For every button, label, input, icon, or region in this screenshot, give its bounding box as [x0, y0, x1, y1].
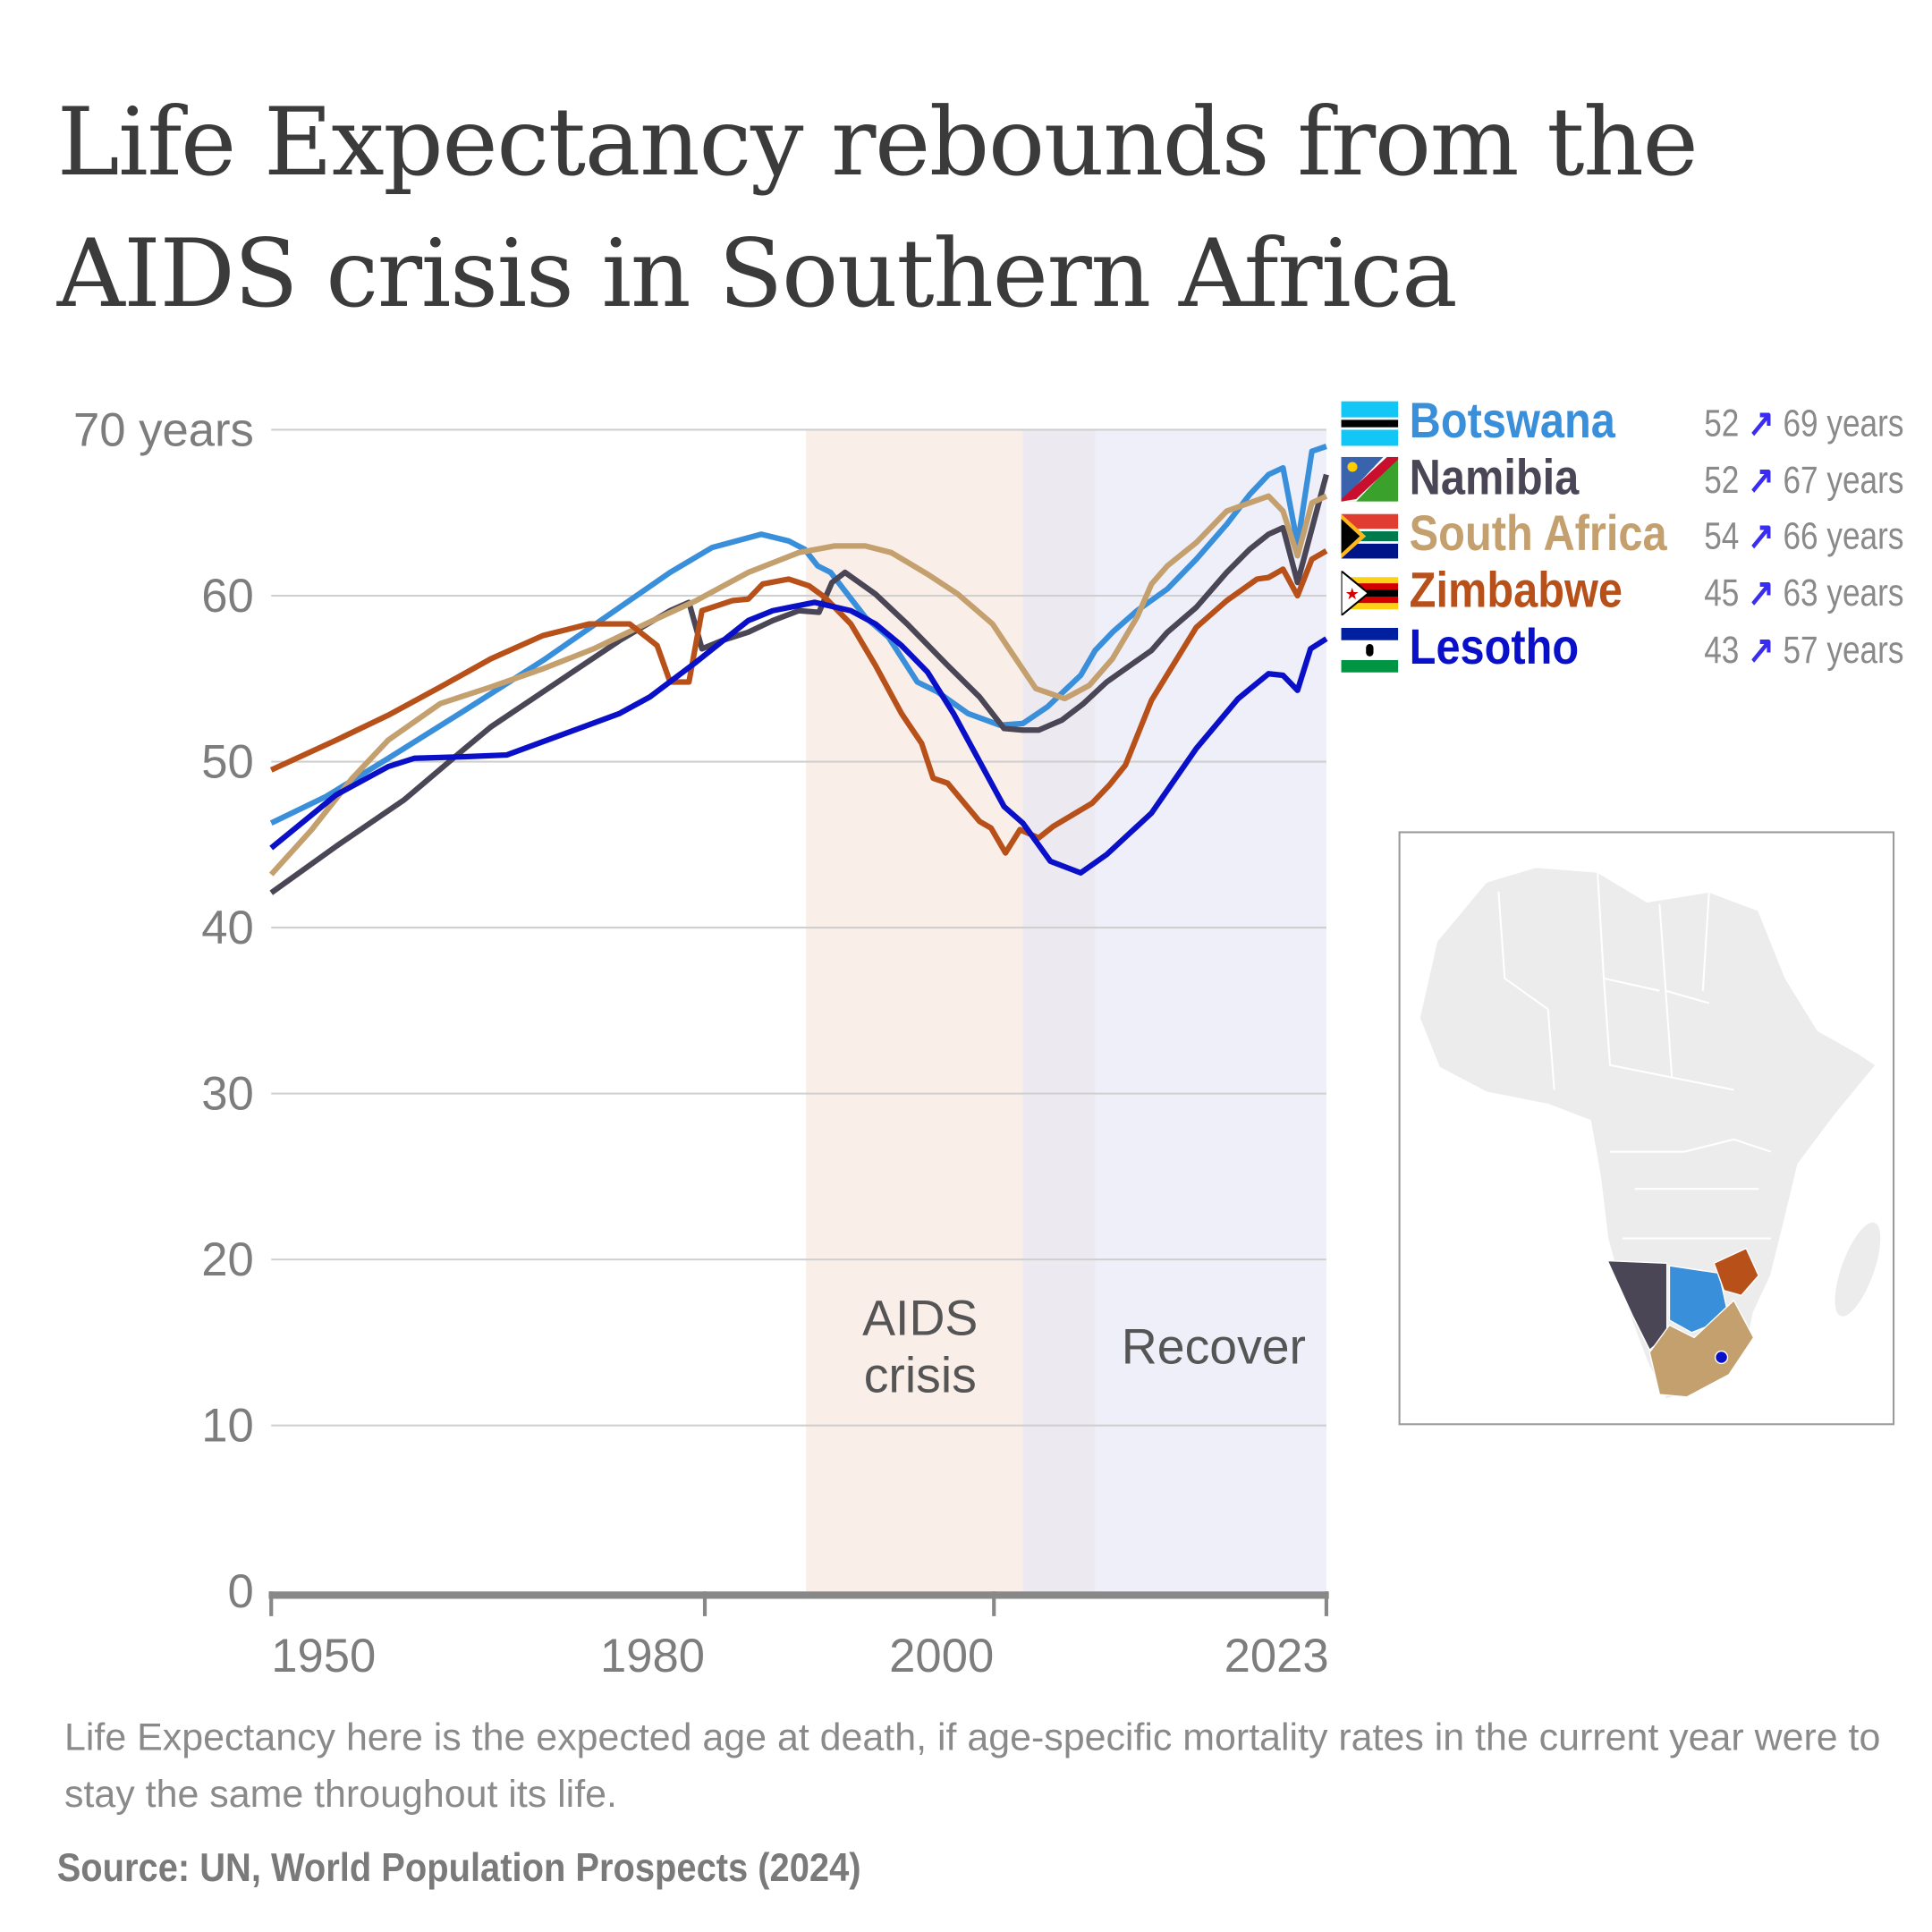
title-line-1: Life Expectancy rebounds from the	[56, 86, 1699, 198]
gridlines	[271, 428, 1326, 1427]
series-line-south-africa	[268, 493, 1328, 877]
africa-map	[1398, 831, 1895, 1426]
footnote: Life Expectancy here is the expected age…	[64, 1715, 1881, 1816]
legend-label-zimbabwe: Zimbabwe	[1409, 563, 1623, 618]
legend-change: 52 ↗ 69 years	[1704, 402, 1903, 446]
title-line-2: AIDS crisis in Southern Africa	[56, 217, 1458, 328]
x-axis	[268, 1591, 1329, 1616]
to-value: 63 years	[1783, 571, 1904, 614]
from-value: 52	[1704, 401, 1740, 445]
svg-text:★: ★	[1345, 585, 1360, 603]
legend-change: 45 ↗ 63 years	[1704, 571, 1903, 615]
legend-label-south-africa: South Africa	[1409, 506, 1667, 562]
x-tick-label: 1950	[271, 1630, 376, 1682]
y-tick-label: 40	[201, 902, 254, 954]
country-borders	[1497, 873, 1772, 1240]
source-citation: Source: UN, World Population Prospects (…	[56, 1845, 861, 1890]
arrow-up-right-icon: ↗	[1748, 458, 1775, 502]
series-lines	[268, 444, 1329, 895]
namibia-flag-icon	[1341, 456, 1399, 502]
x-tick-label: 1980	[600, 1630, 705, 1682]
series-line-namibia	[269, 473, 1329, 895]
region-band-1	[1022, 429, 1326, 1592]
legend-change: 54 ↗ 66 years	[1704, 514, 1903, 559]
arrow-up-right-icon: ↗	[1748, 513, 1775, 558]
legend-change: 43 ↗ 57 years	[1704, 628, 1903, 673]
south-africa-flag-icon	[1341, 513, 1399, 559]
to-value: 57 years	[1783, 627, 1904, 672]
to-value: 66 years	[1783, 513, 1904, 558]
x-tick-label: 2000	[889, 1630, 994, 1682]
zimbabwe-flag-icon: ★	[1341, 571, 1399, 616]
region-label: crisis	[864, 1347, 977, 1402]
to-value: 67 years	[1783, 458, 1904, 502]
chart-title: Life Expectancy rebounds from the AIDS c…	[56, 77, 1699, 340]
legend-label-botswana: Botswana	[1409, 394, 1615, 449]
y-tick-label: 70 years	[73, 403, 254, 456]
legend-label-namibia: Namibia	[1409, 450, 1580, 505]
y-tick-label: 30	[201, 1068, 254, 1121]
x-tick-label: 2023	[1224, 1630, 1329, 1682]
y-tick-label: 60	[201, 570, 254, 623]
y-tick-label: 10	[201, 1400, 254, 1453]
map-zimbabwe	[1713, 1247, 1759, 1297]
map-south-africa	[1648, 1299, 1755, 1398]
region-label: AIDS	[862, 1291, 978, 1346]
madagascar	[1835, 1222, 1881, 1317]
y-tick-label: 50	[201, 736, 254, 789]
series-line-zimbabwe	[269, 548, 1328, 856]
map-lesotho	[1714, 1350, 1729, 1365]
legend-label-lesotho: Lesotho	[1409, 620, 1580, 675]
arrow-up-right-icon: ↗	[1748, 571, 1775, 614]
legend-change: 52 ↗ 67 years	[1704, 458, 1903, 503]
from-value: 54	[1704, 513, 1740, 558]
from-value: 45	[1704, 571, 1740, 614]
region-label: Recover	[1122, 1318, 1306, 1374]
arrow-up-right-icon: ↗	[1748, 401, 1775, 445]
series-line-lesotho	[269, 599, 1328, 876]
lesotho-flag-icon	[1341, 627, 1399, 673]
y-tick-label: 20	[201, 1233, 254, 1286]
from-value: 52	[1704, 458, 1740, 502]
botswana-flag-icon	[1341, 401, 1399, 446]
arrow-up-right-icon: ↗	[1748, 627, 1775, 672]
y-tick-label: 0	[228, 1565, 254, 1618]
from-value: 43	[1704, 627, 1740, 672]
to-value: 69 years	[1783, 401, 1904, 445]
